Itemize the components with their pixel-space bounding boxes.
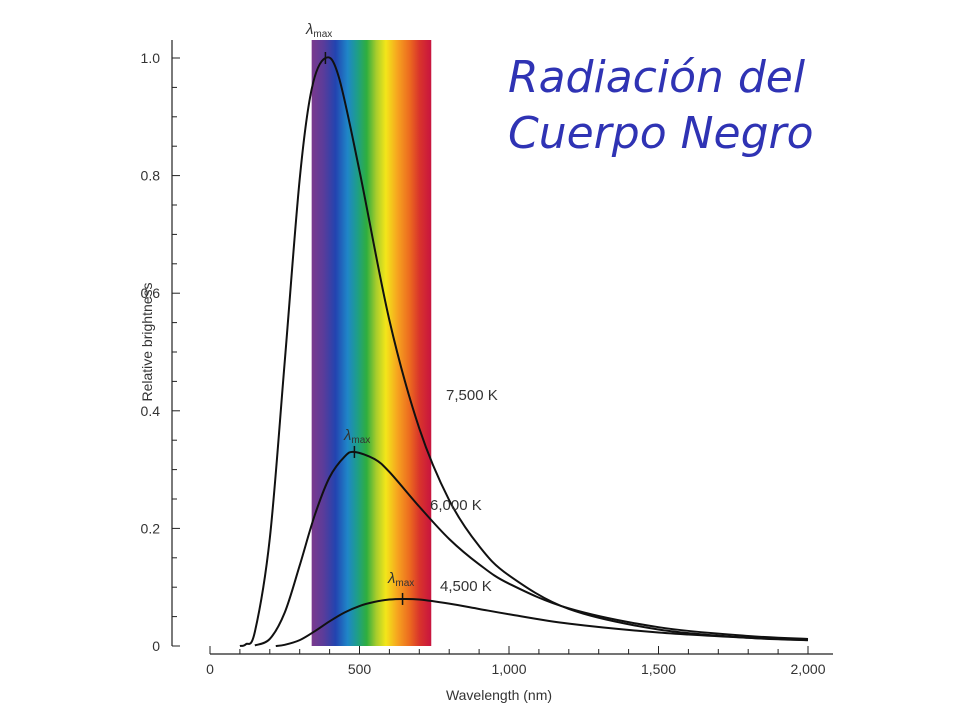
visible-spectrum-band xyxy=(311,40,432,646)
slide-title-line-1: Radiación del xyxy=(508,52,806,103)
y-tick-label: 0.6 xyxy=(141,285,161,301)
lambda-max-label-1: λmax xyxy=(305,21,332,40)
slide-title-line-2: Cuerpo Negro xyxy=(508,108,814,159)
x-tick-label: 500 xyxy=(348,661,372,677)
series-line-3 xyxy=(275,597,809,647)
series-label-2: 6,000 K xyxy=(430,497,482,514)
y-tick-label: 0.4 xyxy=(141,403,161,419)
series-label-1: 7,500 K xyxy=(446,387,498,404)
x-tick-label: 1,000 xyxy=(491,661,526,677)
series-label-3: 4,500 K xyxy=(440,578,492,595)
y-tick-label: 0.2 xyxy=(141,520,161,536)
x-tick-label: 1,500 xyxy=(641,661,676,677)
axes xyxy=(171,40,833,655)
y-tick-label: 0 xyxy=(152,638,160,654)
y-tick-label: 1.0 xyxy=(141,50,161,66)
y-axis-label: Relative brightness xyxy=(139,282,155,401)
curves xyxy=(239,52,809,647)
series-line-2 xyxy=(254,450,809,647)
x-tick-label: 0 xyxy=(206,661,214,677)
slide-title: Radiación del Cuerpo Negro xyxy=(508,50,928,162)
x-axis-label: Wavelength (nm) xyxy=(446,687,552,703)
x-tick-label: 2,000 xyxy=(790,661,825,677)
y-tick-label: 0.8 xyxy=(141,168,161,184)
